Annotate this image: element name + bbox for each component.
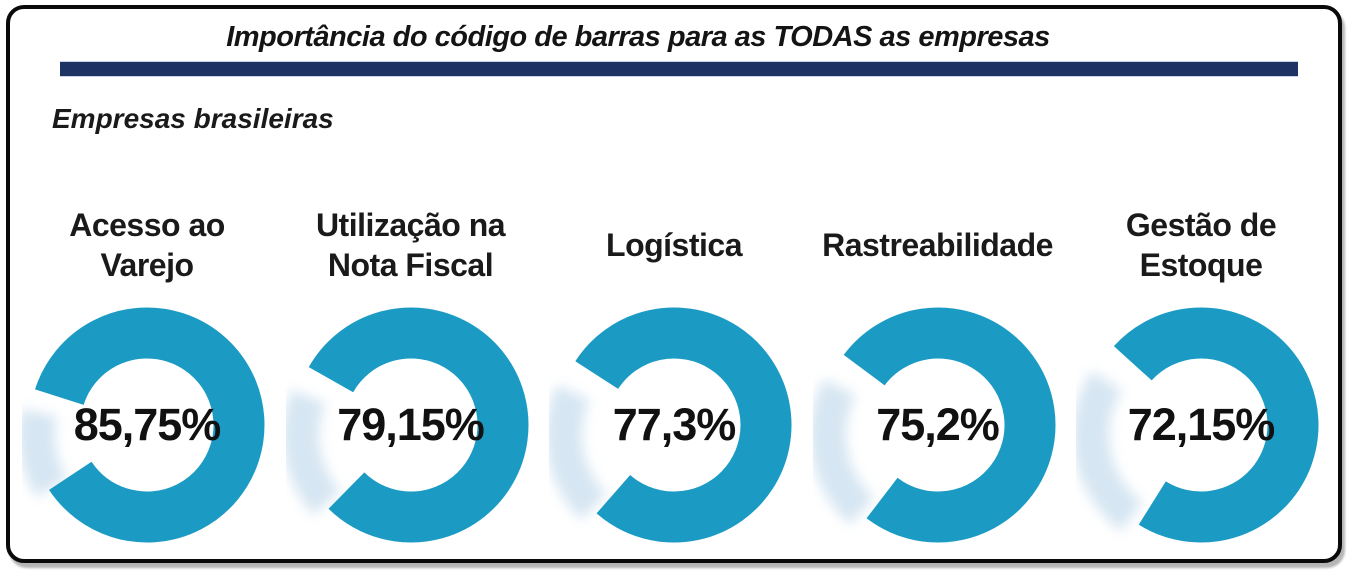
donut-chart: 75,2%	[812, 299, 1063, 551]
donut-row: Acesso ao Varejo 85,75% Utilização na Nota…	[10, 197, 1338, 551]
donut-column: Acesso ao Varejo 85,75%	[18, 197, 276, 551]
donut-chart: 79,15%	[285, 299, 536, 551]
title-divider-bar	[60, 61, 1298, 77]
category-label: Acesso ao Varejo	[69, 197, 225, 293]
donut-column: Logística 77,3%	[545, 197, 803, 551]
chart-title: Importância do código de barras para as …	[226, 21, 1050, 53]
percentage-value: 77,3%	[612, 399, 737, 450]
donut-chart: 77,3%	[549, 299, 799, 551]
category-label: Utilização na Nota Fiscal	[315, 197, 506, 293]
donut-value-arc	[292, 307, 528, 543]
category-label-line: Gestão de	[1125, 207, 1277, 243]
category-label-line: Utilização na	[315, 207, 506, 243]
category-label-line: Nota Fiscal	[327, 247, 494, 283]
category-label: Rastreabilidade	[822, 197, 1053, 293]
donut-remainder-arc	[285, 315, 523, 551]
percentage-value: 72,15%	[1127, 399, 1276, 450]
donut-column: Gestão de Estoque 72,15%	[1072, 197, 1330, 551]
category-label-line: Rastreabilidade	[822, 227, 1053, 263]
chart-frame: Importância do código de barras para as …	[6, 5, 1342, 563]
category-label-line: Estoque	[1139, 247, 1263, 283]
donut-ring-svg	[285, 307, 528, 551]
donut-ring-svg	[22, 307, 265, 551]
donut-ring-svg	[812, 307, 1055, 551]
donut-value-arc	[556, 307, 792, 543]
category-label-line: Logística	[606, 227, 742, 263]
category-label-line: Varejo	[100, 247, 194, 283]
donut-chart: 72,15%	[1076, 299, 1326, 551]
donut-remainder-arc	[812, 315, 1050, 551]
category-label: Logística	[606, 197, 742, 293]
donut-ring-svg	[549, 307, 792, 551]
percentage-value: 85,75%	[73, 399, 222, 450]
donut-ring-svg	[1076, 307, 1319, 551]
donut-column: Utilização na Nota Fiscal 79,15%	[282, 197, 540, 551]
percentage-value: 79,15%	[337, 399, 485, 450]
donut-column: Rastreabilidade 75,2%	[809, 197, 1067, 551]
donut-chart: 85,75%	[22, 299, 272, 551]
category-label-line: Acesso ao	[69, 207, 225, 243]
percentage-value: 75,2%	[876, 399, 1000, 450]
category-label: Gestão de Estoque	[1125, 197, 1277, 293]
chart-subtitle: Empresas brasileiras	[52, 103, 334, 134]
